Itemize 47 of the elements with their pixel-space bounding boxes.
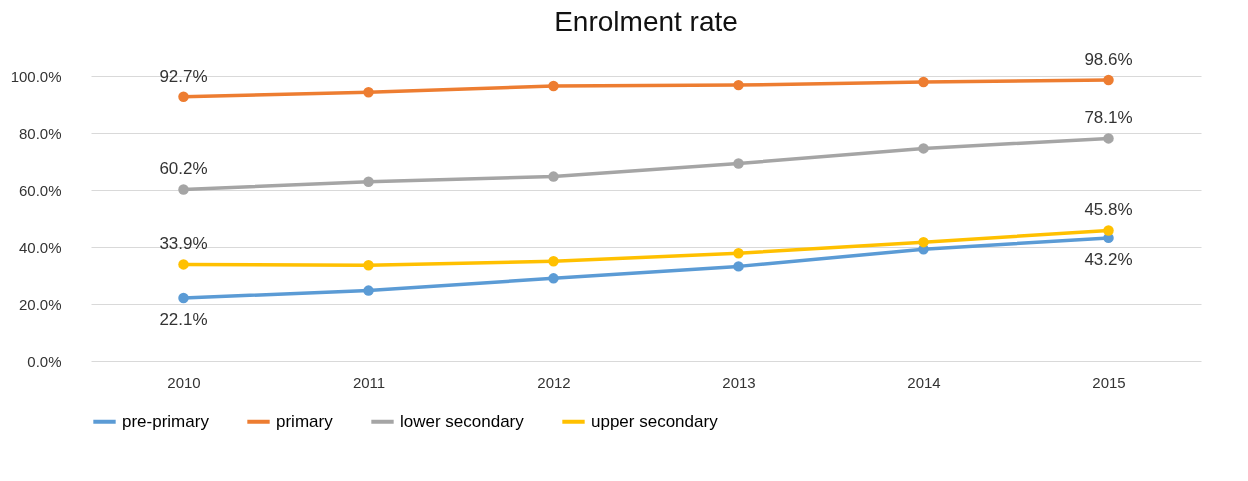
x-tick-label: 2010 <box>167 373 201 391</box>
x-tick-label: 2015 <box>1092 373 1126 391</box>
point <box>548 273 559 284</box>
legend-label: lower secondary <box>400 411 525 431</box>
point <box>733 158 744 169</box>
y-tick-label: 40.0% <box>18 238 62 256</box>
data-label: 45.8% <box>1084 200 1133 220</box>
legend-label: pre-primary <box>122 411 210 431</box>
legend-label: upper secondary <box>591 411 719 431</box>
x-tick-label: 2013 <box>722 373 756 391</box>
point <box>733 248 744 259</box>
point <box>178 184 189 195</box>
y-tick-label: 100.0% <box>10 67 62 85</box>
point <box>1103 133 1114 144</box>
x-tick-label: 2011 <box>352 373 386 391</box>
point <box>1103 225 1114 236</box>
x-tick-label: 2014 <box>907 373 941 391</box>
data-label: 33.9% <box>159 234 208 254</box>
point <box>918 143 929 154</box>
point <box>548 80 559 92</box>
x-tick-label: 2012 <box>537 373 571 391</box>
point <box>733 261 744 272</box>
point <box>363 260 374 271</box>
point <box>918 236 929 248</box>
point <box>548 256 559 267</box>
point <box>178 91 189 103</box>
y-tick-label: 20.0% <box>18 295 62 313</box>
data-label: 43.2% <box>1084 249 1133 269</box>
point <box>178 259 189 270</box>
data-label: 92.7% <box>159 66 208 86</box>
point <box>1103 74 1114 86</box>
data-label: 78.1% <box>1084 108 1133 128</box>
data-label: 98.6% <box>1084 49 1133 69</box>
legend-label: primary <box>276 411 334 431</box>
data-label: 22.1% <box>159 310 208 330</box>
point <box>918 76 929 88</box>
point <box>363 176 374 187</box>
point <box>363 285 374 296</box>
point <box>548 171 559 182</box>
chart-title: Enrolment rate <box>554 5 738 37</box>
point <box>363 87 374 98</box>
point <box>733 79 744 91</box>
y-tick-label: 0.0% <box>27 352 62 370</box>
point <box>178 292 189 304</box>
y-tick-label: 60.0% <box>18 181 62 199</box>
y-tick-label: 80.0% <box>18 124 62 142</box>
data-label: 60.2% <box>159 159 208 179</box>
